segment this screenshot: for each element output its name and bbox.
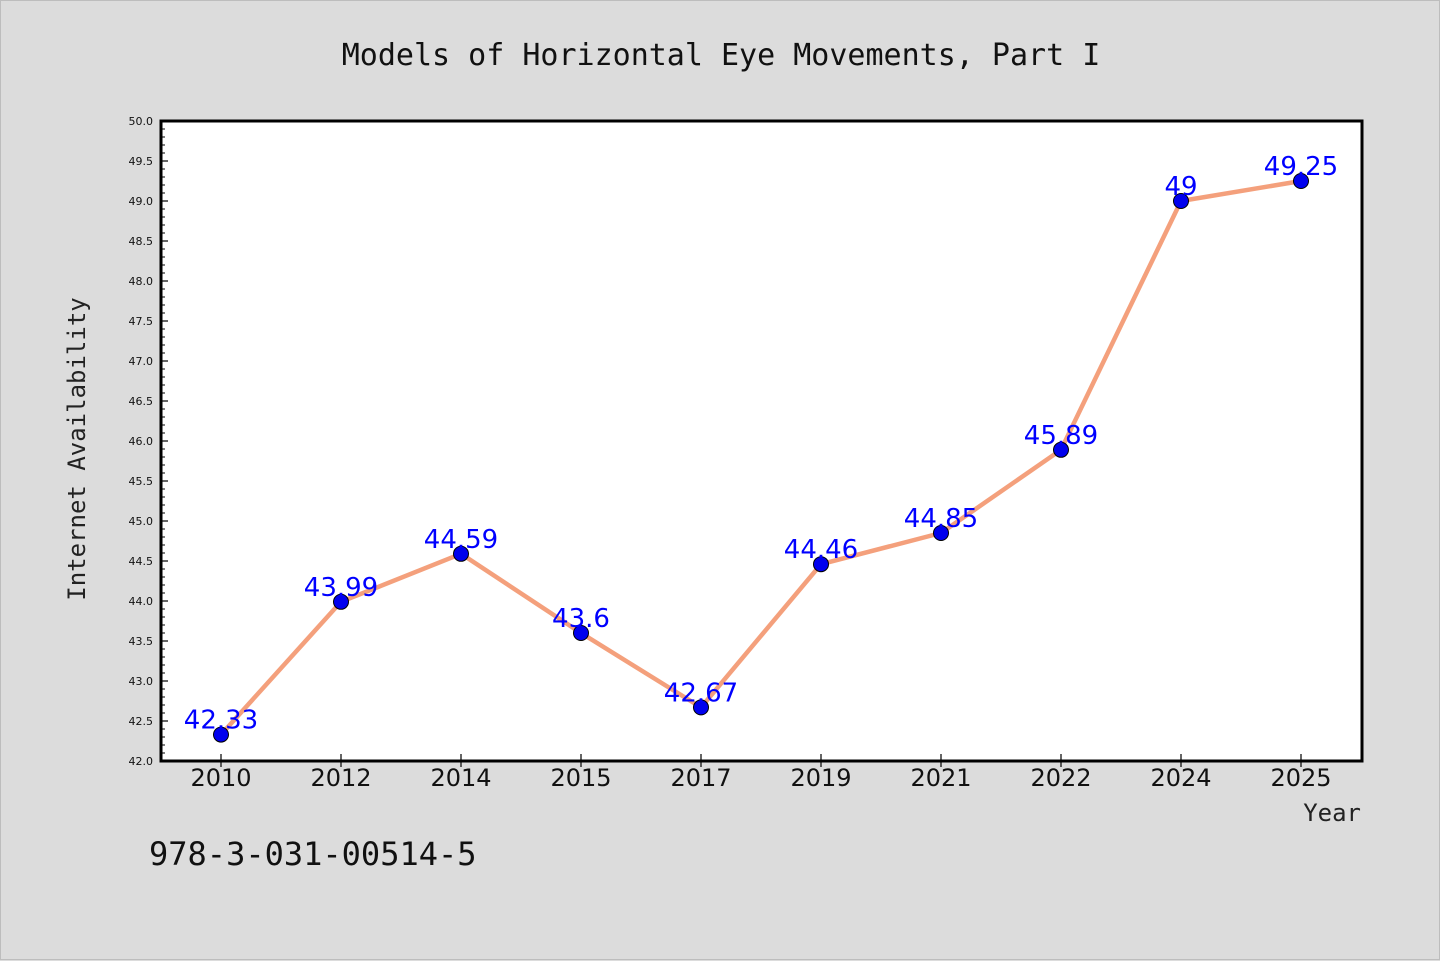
series-line-group: [213, 173, 1309, 743]
x-tick-label: 2021: [910, 764, 971, 792]
series-line: [219, 178, 1302, 737]
x-tick-label: 2017: [670, 764, 731, 792]
data-label: 42.67: [664, 678, 738, 708]
y-tick-label: 45.0: [129, 515, 154, 528]
x-tick-label: 2025: [1270, 764, 1331, 792]
y-tick-label: 47.5: [129, 315, 154, 328]
data-label: 45.89: [1024, 421, 1098, 451]
data-label: 44.85: [904, 504, 978, 534]
data-label: 49.25: [1264, 152, 1338, 182]
y-tick-label: 44.5: [129, 555, 154, 568]
x-tick-label: 2019: [790, 764, 851, 792]
isbn-text: 978-3-031-00514-5: [149, 835, 477, 873]
data-point: [1173, 193, 1189, 209]
x-tick-label: 2022: [1030, 764, 1091, 792]
y-tick-label: 49.0: [129, 195, 154, 208]
y-tick-label: 43.0: [129, 675, 154, 688]
data-label: 42.33: [184, 706, 258, 736]
data-label: 43.99: [304, 573, 378, 603]
data-label: 44.46: [784, 535, 858, 565]
data-point: [573, 625, 589, 641]
x-tick-label: 2015: [550, 764, 611, 792]
y-axis: 42.0 42.5 43.0 43.5 44.0 44.5 45.0 45.5 46.0 46.5…: [129, 115, 168, 768]
y-tick-label: 42.5: [129, 715, 154, 728]
data-label: 44.59: [424, 525, 498, 555]
data-point: [453, 545, 469, 562]
y-tick-label: 50.0: [129, 115, 154, 128]
data-point: [693, 699, 709, 716]
data-label: 43.6: [552, 604, 610, 634]
y-tick-label: 42.0: [129, 755, 154, 768]
data-point: [933, 525, 949, 541]
data-point: [813, 556, 829, 573]
x-tick-label: 2012: [310, 764, 371, 792]
y-axis-label: Internet Availability: [63, 297, 91, 600]
y-tick-label: 43.5: [129, 635, 154, 648]
y-tick-label: 46.0: [129, 435, 154, 448]
data-point: [1293, 173, 1309, 189]
y-tick-label: 48.0: [129, 275, 154, 288]
x-axis-label: Year: [1303, 799, 1361, 827]
y-tick-label: 46.5: [129, 395, 154, 408]
data-label: 49: [1164, 172, 1197, 202]
x-axis: 2010 2012 2014 2015 2017 2019 2021 2022 2024 2025: [190, 754, 1332, 792]
y-tick-label: 47.0: [129, 355, 154, 368]
chart-title: Models of Horizontal Eye Movements, Part…: [342, 38, 1101, 73]
data-labels: 42.33 43.99 44.59 43.6 42.67 44.46 44.85 45.89 4…: [184, 152, 1338, 736]
y-tick-label: 49.5: [129, 155, 154, 168]
x-tick-label: 2014: [430, 764, 491, 792]
y-tick-label: 44.0: [129, 595, 154, 608]
y-tick-label: 48.5: [129, 235, 154, 248]
data-point: [213, 726, 229, 743]
data-point: [333, 593, 349, 610]
x-tick-label: 2010: [190, 764, 251, 792]
y-tick-label: 45.5: [129, 475, 154, 488]
data-point: [1053, 441, 1069, 458]
x-tick-label: 2024: [1150, 764, 1211, 792]
plot-area: [159, 119, 1364, 763]
